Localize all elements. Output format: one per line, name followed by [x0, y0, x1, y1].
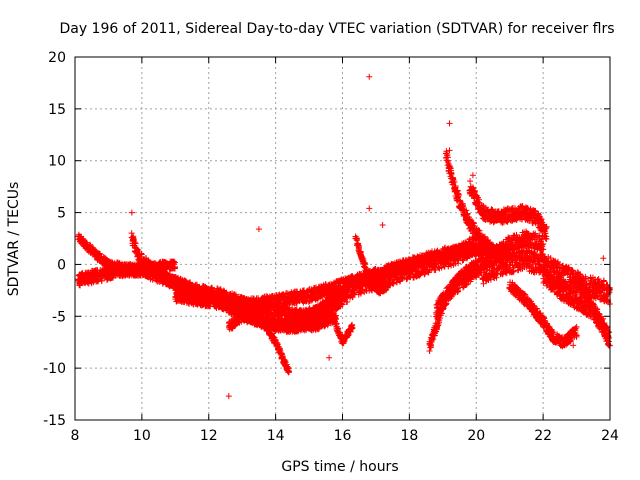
y-tick-label: -15	[43, 413, 66, 429]
data-points	[75, 73, 613, 400]
y-tick-labels: -15 -10 -5 0 5 10 15 20	[43, 50, 66, 429]
x-tick-label: 16	[334, 428, 352, 444]
x-tick-label: 18	[400, 428, 418, 444]
y-tick-label: 15	[48, 102, 66, 118]
x-tick-label: 24	[601, 428, 619, 444]
x-tick-label: 14	[267, 428, 285, 444]
y-tick-label: 5	[57, 206, 66, 222]
x-tick-labels: 8 10 12 14 16 18 20 22 24	[71, 428, 619, 444]
data-point	[171, 265, 178, 272]
data-point	[77, 282, 84, 289]
y-tick-label: 0	[57, 257, 66, 273]
x-tick-label: 8	[71, 428, 80, 444]
y-tick-label: -5	[52, 309, 66, 325]
y-tick-label: -10	[43, 361, 66, 377]
x-tick-label: 22	[534, 428, 552, 444]
x-tick-label: 12	[200, 428, 218, 444]
x-tick-label: 20	[467, 428, 485, 444]
y-tick-label: 10	[48, 154, 66, 170]
data-point	[171, 259, 178, 266]
x-tick-label: 10	[133, 428, 151, 444]
y-tick-label: 20	[48, 50, 66, 66]
